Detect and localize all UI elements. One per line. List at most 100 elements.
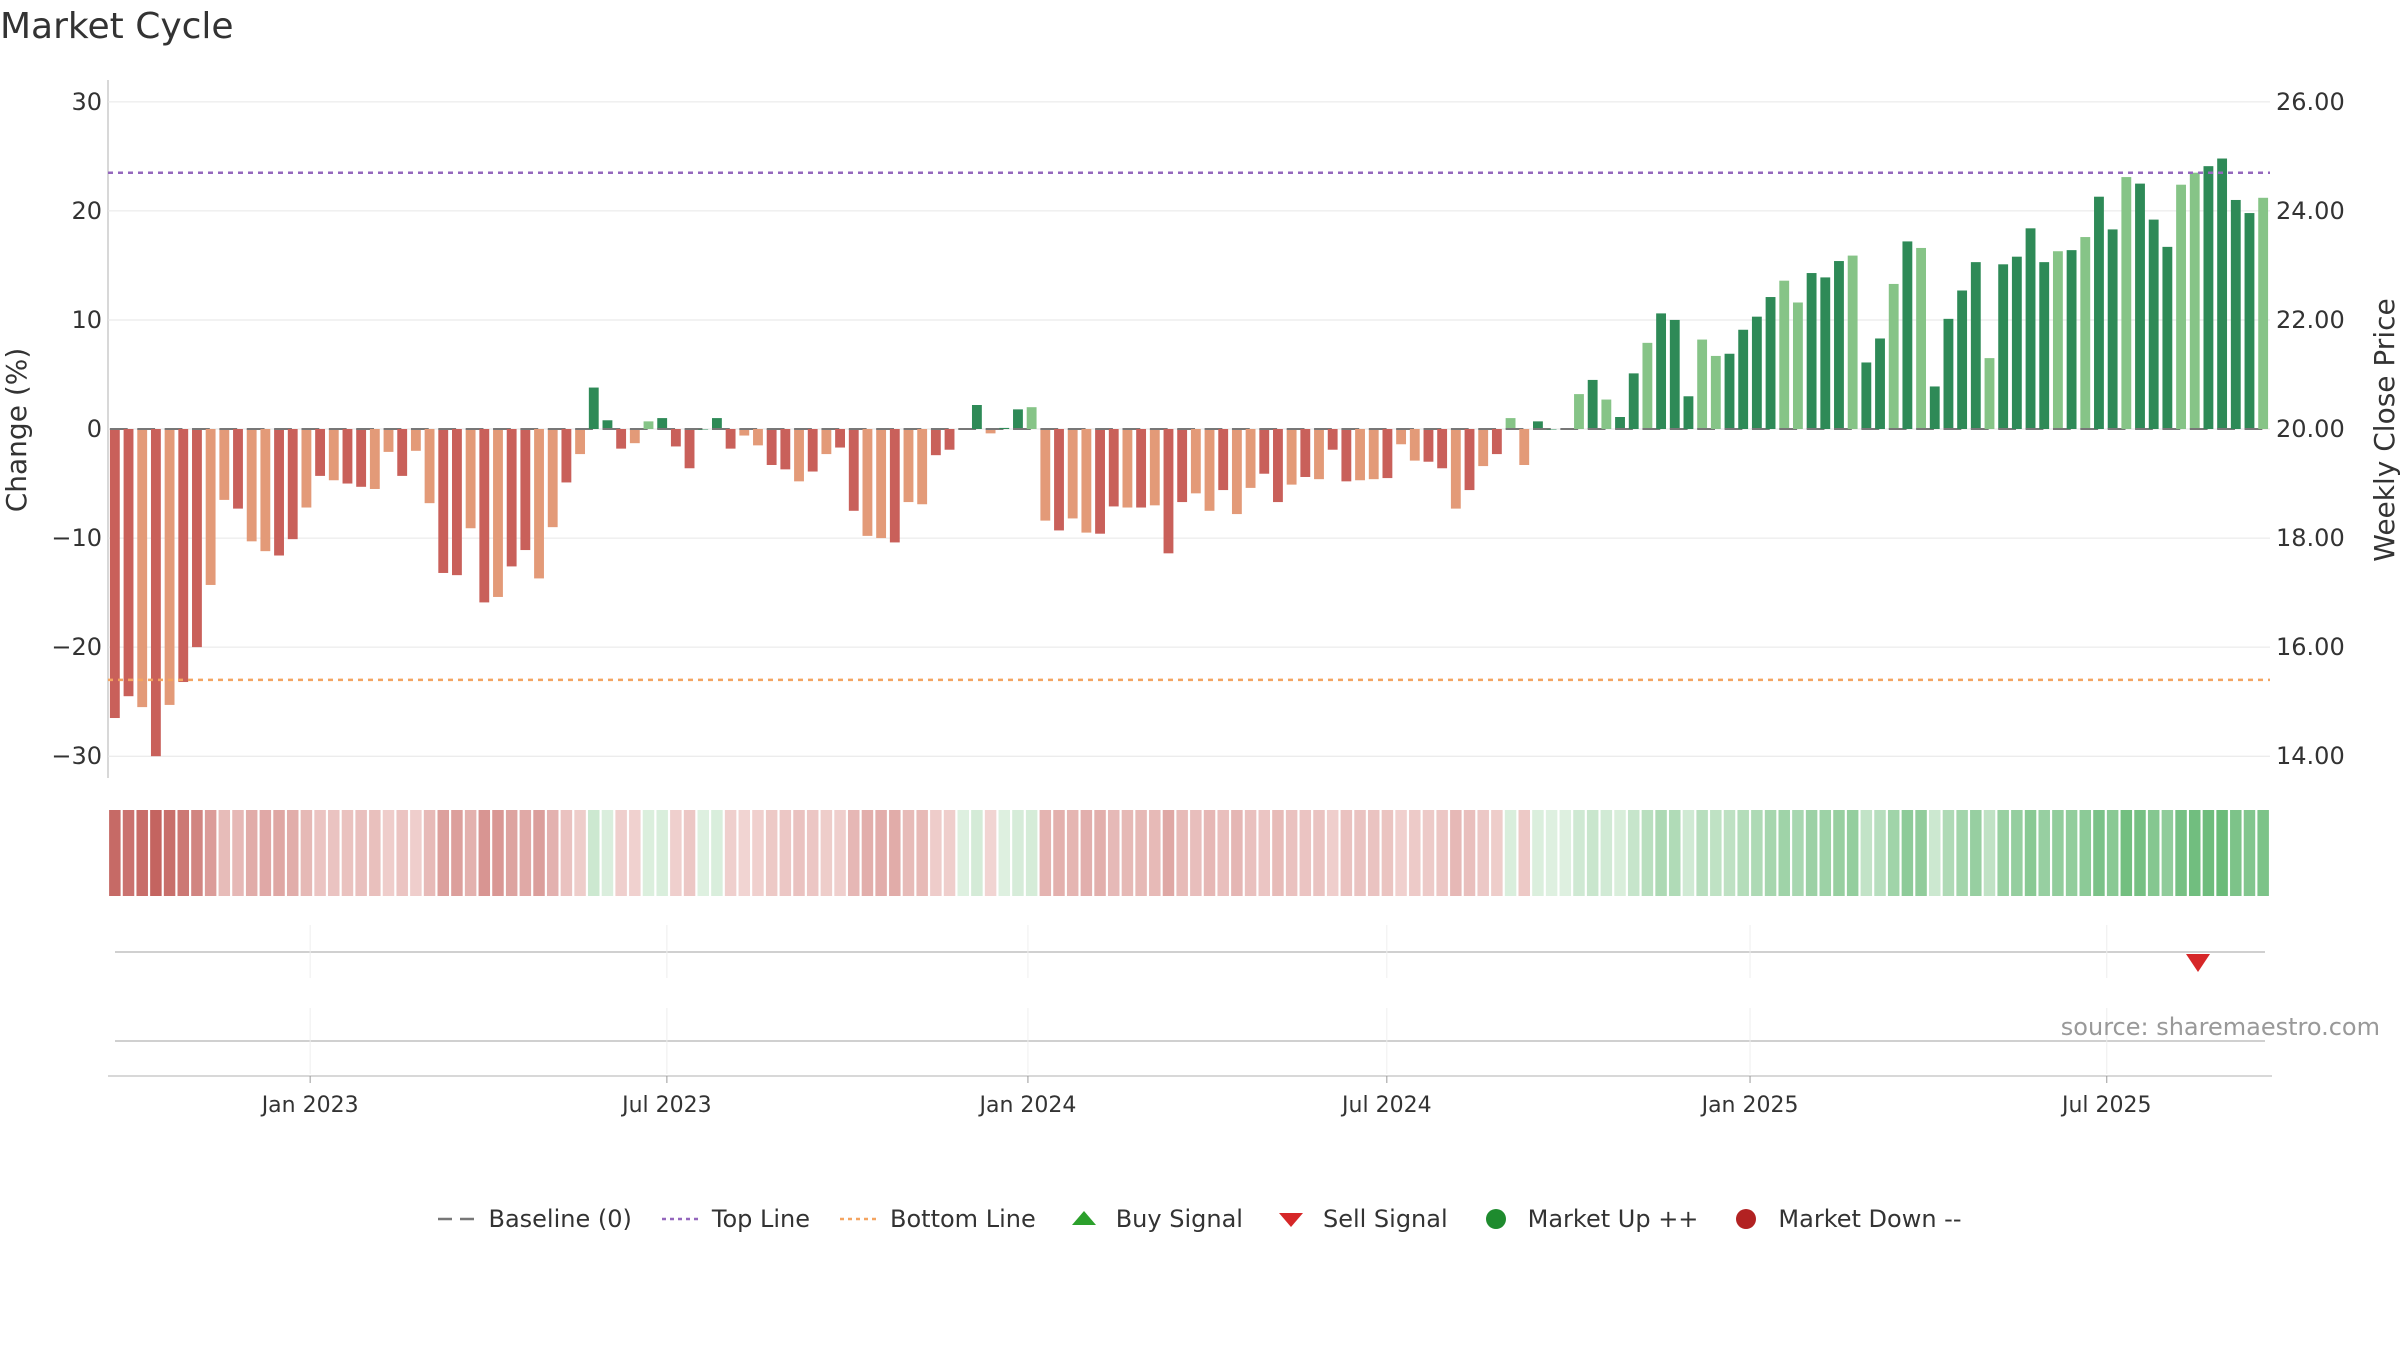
heat-cell xyxy=(2188,810,2201,896)
heat-cell xyxy=(1313,810,1325,896)
bar xyxy=(1396,429,1407,445)
bar xyxy=(1423,429,1434,462)
bar xyxy=(1054,429,1064,531)
heat-cell xyxy=(286,810,299,896)
heat-cell xyxy=(1149,810,1161,896)
bar xyxy=(424,429,435,504)
bar xyxy=(1710,355,1721,429)
heat-cell xyxy=(1532,810,1544,896)
x-tick-label: Jan 2023 xyxy=(260,1093,359,1118)
bar xyxy=(1190,429,1201,494)
heat-cell xyxy=(1477,810,1489,896)
bar xyxy=(821,429,832,455)
bar xyxy=(1464,429,1475,491)
bar xyxy=(1341,429,1352,482)
bar xyxy=(766,429,777,465)
bar xyxy=(2107,229,2118,429)
bar xyxy=(876,429,887,539)
bar xyxy=(999,427,1010,429)
bar xyxy=(684,429,695,469)
heat-cell xyxy=(1080,810,1093,896)
bar xyxy=(2066,250,2077,429)
legend-label: Bottom Line xyxy=(890,1205,1036,1233)
bar xyxy=(1792,302,1803,429)
legend-item: Top Line xyxy=(661,1205,810,1233)
heat-cell xyxy=(109,810,121,896)
bar xyxy=(1902,241,1913,429)
heat-cell xyxy=(1559,810,1572,896)
bar xyxy=(397,429,408,476)
bar xyxy=(971,405,982,429)
heat-cell xyxy=(1504,810,1517,896)
legend-item: Market Up ++ xyxy=(1478,1205,1699,1233)
heat-cell xyxy=(492,810,504,896)
heat-cell xyxy=(1107,810,1120,896)
bar xyxy=(848,429,859,511)
heat-cell xyxy=(341,810,354,896)
x-tick-label: Jul 2023 xyxy=(620,1093,712,1118)
bar xyxy=(739,429,750,436)
heat-cell xyxy=(1737,810,1749,896)
heat-cell xyxy=(1053,810,1065,896)
bar xyxy=(657,418,668,429)
bar xyxy=(219,429,230,500)
legend-item: Baseline (0) xyxy=(438,1205,632,1233)
heat-cell xyxy=(889,810,901,896)
bar xyxy=(2094,196,2104,429)
heat-cell xyxy=(1669,810,1681,896)
heat-cell xyxy=(2106,810,2119,896)
heat-cell xyxy=(998,810,1011,896)
heat-cell xyxy=(1723,810,1736,896)
bar xyxy=(1574,394,1584,429)
bar xyxy=(1751,316,1762,429)
bar xyxy=(1642,342,1653,429)
bar xyxy=(1013,409,1023,429)
bar xyxy=(1286,429,1297,485)
legend-item: Buy Signal xyxy=(1066,1205,1243,1233)
source-credit: source: sharemaestro.com xyxy=(2060,1013,2380,1041)
heat-cell xyxy=(1600,810,1613,896)
bar xyxy=(1095,429,1105,534)
heat-cell xyxy=(437,810,449,896)
heat-cell xyxy=(273,810,285,896)
bar xyxy=(1533,421,1543,429)
heat-cell xyxy=(1094,810,1106,896)
legend-item: Market Down -- xyxy=(1728,1205,1962,1233)
bar xyxy=(520,429,531,551)
bar xyxy=(1587,379,1598,429)
legend-label: Market Up ++ xyxy=(1527,1205,1699,1233)
heat-cell xyxy=(1887,810,1900,896)
heat-cell xyxy=(724,810,737,896)
heat-cell xyxy=(1203,810,1216,896)
heat-cell xyxy=(930,810,942,896)
heat-cell xyxy=(533,810,545,896)
heat-cell xyxy=(2120,810,2133,896)
y2-tick-label: 20.00 xyxy=(2276,415,2345,443)
heat-cell xyxy=(2147,810,2160,896)
bar xyxy=(1957,290,1968,429)
heat-cell xyxy=(1012,810,1024,896)
heat-cell xyxy=(1422,810,1435,896)
heat-cell xyxy=(245,810,258,896)
bar xyxy=(369,429,380,489)
bar xyxy=(602,420,613,429)
bar xyxy=(205,429,216,585)
bar xyxy=(274,429,284,556)
heat-cell xyxy=(2134,810,2146,896)
bar xyxy=(1834,261,1844,429)
bar xyxy=(1040,429,1051,521)
bar xyxy=(889,429,900,543)
bar xyxy=(2230,199,2241,429)
heat-cell xyxy=(1409,810,1421,896)
heat-cell xyxy=(1258,810,1271,896)
heat-cell xyxy=(1518,810,1530,896)
bar xyxy=(2121,177,2132,429)
heat-cell xyxy=(793,810,805,896)
bar xyxy=(2080,237,2091,429)
heat-cell xyxy=(1641,810,1654,896)
bar xyxy=(1820,277,1831,429)
heat-cell xyxy=(916,810,928,896)
heat-cell xyxy=(1217,810,1229,896)
bar xyxy=(1478,429,1489,467)
bar xyxy=(1697,339,1708,429)
